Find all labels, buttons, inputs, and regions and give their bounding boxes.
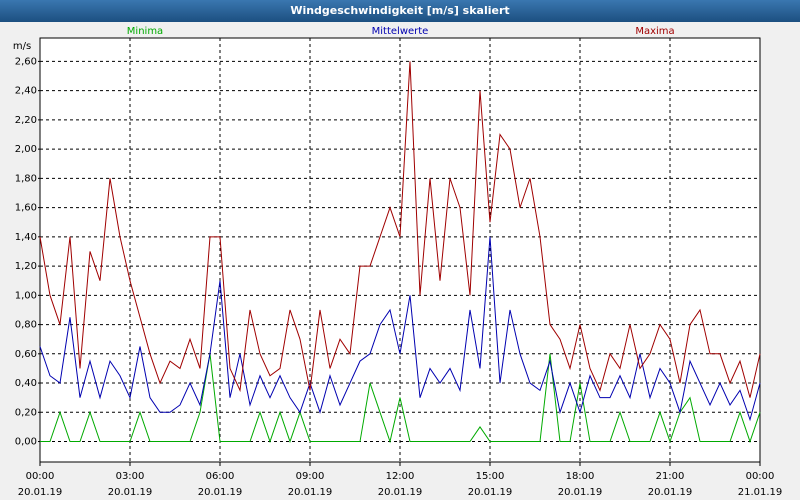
y-axis-label: m/s xyxy=(13,41,31,52)
y-tick-label: 1,80 xyxy=(15,173,37,184)
y-tick-label: 2,00 xyxy=(15,144,37,155)
y-tick-label: 1,20 xyxy=(15,261,37,272)
y-tick-label: 1,00 xyxy=(15,290,37,301)
y-tick-label: 0,60 xyxy=(15,349,37,360)
y-tick-label: 0,80 xyxy=(15,320,37,331)
legend-label: Minima xyxy=(127,26,163,37)
y-tick-label: 2,60 xyxy=(15,56,37,67)
x-tick-label: 09:00 20.01.19 xyxy=(288,471,333,498)
legend-label: Mittelwerte xyxy=(372,26,429,37)
series-line xyxy=(39,61,761,398)
x-tick-label: 12:00 20.01.19 xyxy=(378,471,423,498)
y-tick-label: 0,00 xyxy=(15,437,37,448)
x-tick-label: 03:00 20.01.19 xyxy=(108,471,153,498)
y-tick-label: 0,20 xyxy=(15,407,37,418)
series-line xyxy=(39,236,761,422)
y-tick-label: 1,40 xyxy=(15,232,37,243)
series-line xyxy=(40,353,761,444)
x-tick-label: 06:00 20.01.19 xyxy=(198,471,243,498)
chart-title: Windgeschwindigkeit [m/s] skaliert xyxy=(290,4,509,17)
x-tick-label: 15:00 20.01.19 xyxy=(468,471,513,498)
x-tick-label: 00:00 21.01.19 xyxy=(738,471,783,498)
y-tick-label: 0,40 xyxy=(15,378,37,389)
legend-label: Maxima xyxy=(635,26,674,37)
title-bar xyxy=(0,0,800,22)
x-tick-label: 18:00 20.01.19 xyxy=(558,471,603,498)
x-tick-label: 21:00 20.01.19 xyxy=(648,471,693,498)
y-tick-label: 2,40 xyxy=(15,86,37,97)
y-tick-label: 2,20 xyxy=(15,115,37,126)
x-tick-label: 00:00 20.01.19 xyxy=(18,471,63,498)
y-tick-label: 1,60 xyxy=(15,203,37,214)
